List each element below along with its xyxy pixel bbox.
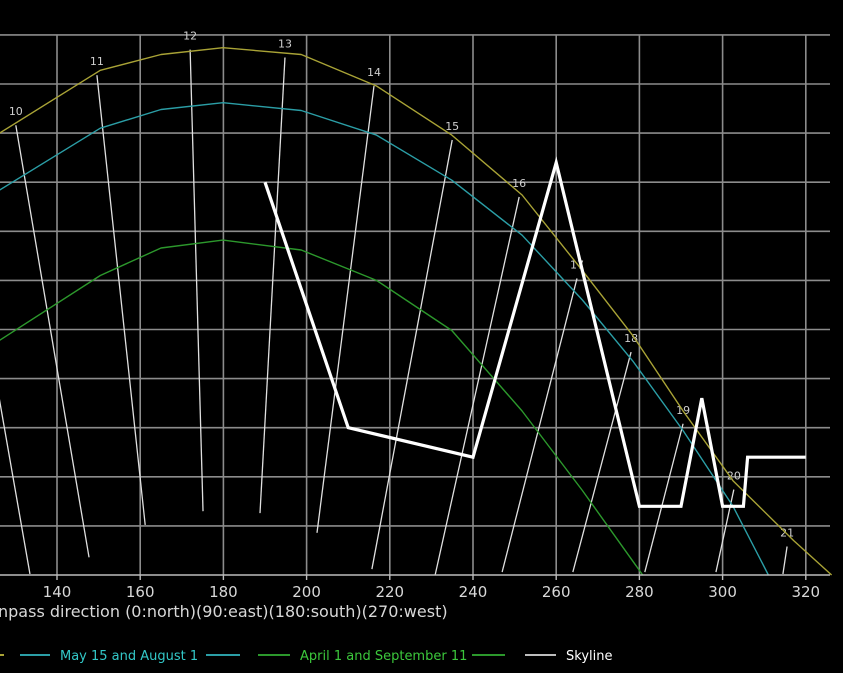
x-tick-label: 200	[292, 583, 321, 601]
x-tick-label: 300	[708, 583, 737, 601]
grid	[0, 34, 830, 575]
hour-label: 18	[624, 332, 638, 345]
hour-label: 16	[512, 177, 526, 190]
hour-line	[15, 125, 90, 558]
hour-line	[371, 139, 453, 570]
hour-line	[501, 278, 578, 573]
sun-path-curve	[0, 239, 644, 576]
legend-label: May 15 and August 1	[60, 649, 198, 664]
hour-label: 10	[9, 105, 23, 118]
hour-label: 11	[90, 55, 104, 68]
x-tick-label: 260	[542, 583, 571, 601]
legend-label: Skyline	[566, 649, 612, 664]
skyline-line	[263, 156, 806, 508]
hour-label: 13	[278, 37, 292, 50]
x-tick-label: 240	[459, 583, 488, 601]
hour-line	[0, 399, 31, 575]
x-axis-title: npass direction (0:north)(90:east)(180:s…	[0, 602, 448, 621]
hour-label: 15	[445, 120, 459, 133]
x-tick-label: 220	[375, 583, 404, 601]
x-tick-label: 320	[791, 583, 820, 601]
x-tick-label: 180	[209, 583, 238, 601]
legend-label: April 1 and September 11	[300, 649, 467, 664]
sun-path-curve	[0, 101, 770, 576]
hour-line	[316, 85, 375, 533]
hour-line	[434, 196, 520, 576]
legend: May 15 and August 1 April 1 and September…	[0, 649, 612, 664]
x-tick-label: 160	[126, 583, 155, 601]
hour-line	[259, 57, 286, 514]
hour-line	[715, 489, 735, 573]
x-tick-label: 280	[625, 583, 654, 601]
hour-line	[782, 546, 788, 575]
hour-label: 14	[367, 66, 381, 79]
x-tick-label: 140	[43, 583, 72, 601]
hour-label: 20	[727, 470, 741, 483]
sun-path-curve	[0, 47, 833, 576]
hour-line	[572, 351, 632, 573]
hour-line	[189, 49, 204, 512]
hour-label: 12	[183, 30, 197, 43]
hour-line	[644, 423, 684, 573]
x-axis: 140 160 180 200 220 240 260 280 300 320	[0, 574, 830, 601]
hour-line	[96, 75, 146, 525]
series-lines	[0, 47, 833, 576]
